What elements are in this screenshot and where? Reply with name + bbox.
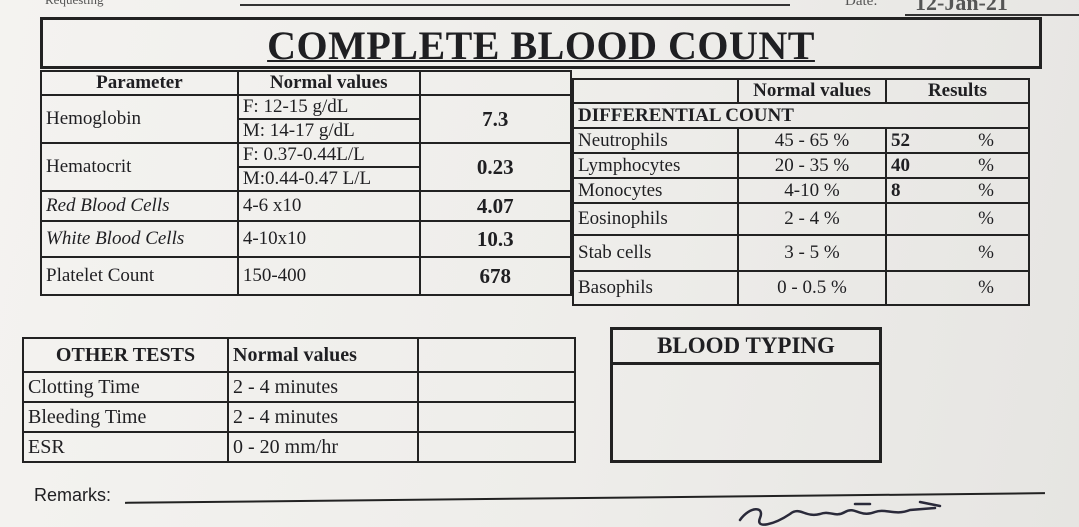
col-header-other-tests: OTHER TESTS [22, 337, 229, 373]
result-value: 40 [891, 154, 910, 176]
row-label: Lymphocytes [572, 152, 739, 179]
result-value: 52 [891, 129, 910, 151]
unit-label: % [978, 242, 994, 263]
normal-value: 0 - 20 mm/hr [227, 431, 419, 463]
form-top-line: Requesting Date: 12-Jan-21 [45, 0, 1079, 16]
table-row: Eosinophils 2 - 4 % % [572, 202, 1030, 236]
col-header-result [418, 70, 573, 96]
normal-value-male: M: 14-17 g/dL [236, 118, 421, 144]
table-header-row: Parameter Normal values [40, 70, 573, 96]
table-row: Stab cells 3 - 5 % % [572, 234, 1030, 272]
table-row: Bleeding Time 2 - 4 minutes [22, 401, 576, 433]
result-value [417, 401, 576, 433]
row-label: Basophils [572, 270, 739, 306]
table-row: Platelet Count 150-400 678 [40, 256, 573, 296]
remarks-label: Remarks: [34, 485, 112, 505]
normal-value: 45 - 65 % [737, 127, 887, 154]
signature-scribble [738, 500, 942, 526]
unit-label: % [978, 179, 994, 201]
table-row: Red Blood Cells 4-6 x10 4.07 [40, 190, 573, 222]
result-cell: 52% [885, 127, 1030, 154]
normal-value: 2 - 4 % [737, 202, 887, 236]
table-row: Hemoglobin F: 12-15 g/dL 7.3 [40, 94, 573, 144]
requesting-label: Requesting [45, 0, 104, 8]
normal-value: 150-400 [236, 256, 421, 296]
row-label: Eosinophils [572, 202, 739, 236]
normal-value: 20 - 35 % [737, 152, 887, 179]
table-row: Basophils 0 - 0.5 % % [572, 270, 1030, 306]
col-header-blank [572, 78, 739, 104]
other-tests-table: OTHER TESTS Normal values Clotting Time … [22, 337, 576, 463]
row-label-hemoglobin: Hemoglobin [40, 94, 239, 144]
col-header-result [417, 337, 576, 373]
section-label: DIFFERENTIAL COUNT [572, 102, 1030, 129]
normal-value: 2 - 4 minutes [227, 401, 419, 433]
row-label-wbc: White Blood Cells [40, 220, 239, 258]
normal-value: 4-10x10 [236, 220, 421, 258]
normal-value: 0 - 0.5 % [737, 270, 887, 306]
date-label: Date: [845, 0, 878, 9]
date-underline [905, 14, 1079, 16]
col-header-normal-values: Normal values [227, 337, 419, 373]
section-row: DIFFERENTIAL COUNT [572, 102, 1030, 129]
table-row: White Blood Cells 4-10x10 10.3 [40, 220, 573, 258]
result-cell: 8% [885, 177, 1030, 204]
col-header-results: Results [885, 78, 1030, 104]
row-label-rbc: Red Blood Cells [40, 190, 239, 222]
table-row: M:0.44-0.47 L/L [41, 166, 571, 192]
row-label: Neutrophils [572, 127, 739, 154]
table-row: Neutrophils 45 - 65 % 52% [572, 127, 1030, 154]
row-label: Stab cells [572, 234, 739, 272]
requesting-underline [240, 4, 790, 6]
result-value: 0.23 [418, 142, 573, 192]
table-row: ESR 0 - 20 mm/hr [22, 431, 576, 463]
row-label-platelet: Platelet Count [40, 256, 239, 296]
blood-typing-box: BLOOD TYPING [610, 327, 882, 463]
unit-label: % [978, 129, 994, 151]
normal-value-male: M:0.44-0.47 L/L [236, 166, 421, 192]
result-cell: % [885, 234, 1030, 272]
result-cell: % [885, 270, 1030, 306]
normal-value: 4-10 % [737, 177, 887, 204]
blood-typing-title: BLOOD TYPING [613, 330, 879, 365]
table-row: Hematocrit F: 0.37-0.44L/L 0.23 [40, 142, 573, 192]
result-value [417, 371, 576, 403]
table-row: M: 14-17 g/dL [41, 118, 571, 144]
table-header-row: OTHER TESTS Normal values [22, 337, 576, 373]
normal-value-female: F: 12-15 g/dL [236, 94, 421, 120]
result-value: 678 [418, 256, 573, 296]
row-label: Bleeding Time [22, 401, 229, 433]
result-value: 7.3 [418, 94, 573, 144]
result-value: 4.07 [418, 190, 573, 222]
normal-value: 2 - 4 minutes [227, 371, 419, 403]
row-label: Clotting Time [22, 371, 229, 403]
result-cell: % [885, 202, 1030, 236]
table-row: Clotting Time 2 - 4 minutes [22, 371, 576, 403]
normal-value: 4-6 x10 [236, 190, 421, 222]
unit-label: % [978, 154, 994, 176]
date-value: 12-Jan-21 [915, 0, 1008, 15]
row-label-hematocrit: Hematocrit [40, 142, 239, 192]
col-header-parameter: Parameter [40, 70, 239, 96]
col-header-normal-values: Normal values [236, 70, 421, 96]
normal-value: 3 - 5 % [737, 234, 887, 272]
row-label: ESR [22, 431, 229, 463]
col-header-normal-values: Normal values [737, 78, 887, 104]
result-value: 10.3 [418, 220, 573, 258]
cbc-main-table: Parameter Normal values Hemoglobin F: 12… [40, 70, 573, 296]
result-value: 8 [891, 179, 901, 201]
result-value [417, 431, 576, 463]
page-title: COMPLETE BLOOD COUNT [267, 23, 815, 68]
table-row: Monocytes 4-10 % 8% [572, 177, 1030, 204]
normal-value-female: F: 0.37-0.44L/L [236, 142, 421, 168]
table-row: Lymphocytes 20 - 35 % 40% [572, 152, 1030, 179]
title-box: COMPLETE BLOOD COUNT [40, 17, 1042, 69]
differential-table: Normal values Results DIFFERENTIAL COUNT… [572, 78, 1030, 306]
row-label: Monocytes [572, 177, 739, 204]
result-cell: 40% [885, 152, 1030, 179]
table-header-row: Normal values Results [572, 78, 1030, 104]
unit-label: % [978, 208, 994, 229]
unit-label: % [978, 277, 994, 298]
